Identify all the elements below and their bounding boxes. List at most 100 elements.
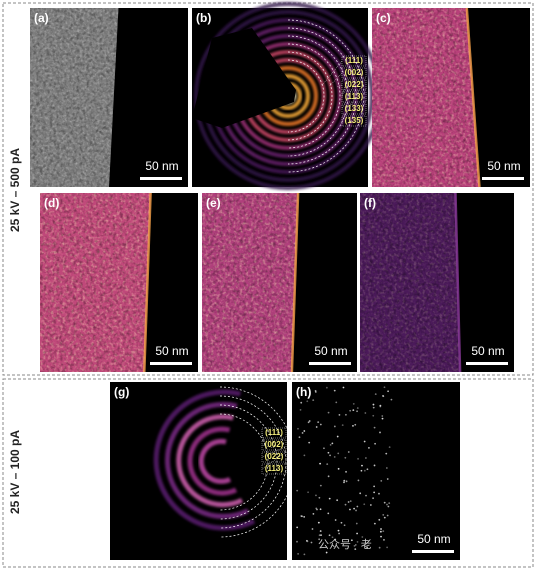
- leader: [322, 60, 343, 86]
- signal-dot: [356, 541, 359, 543]
- side-label: 25 kV – 500 pA: [8, 148, 22, 232]
- edge: [143, 192, 152, 373]
- signal-dot: [379, 530, 382, 533]
- signal-dot: [307, 491, 309, 494]
- ring-label: (113): [345, 92, 364, 101]
- signal-dot: [337, 467, 340, 470]
- diffraction-arc: [153, 389, 256, 531]
- signal-dot: [356, 532, 358, 535]
- signal-dot: [335, 401, 338, 404]
- signal-dot: [372, 403, 375, 406]
- signal-dot: [317, 421, 320, 424]
- signal-dot: [311, 528, 314, 530]
- signal-dot: [319, 508, 322, 511]
- signal-dot: [337, 529, 340, 532]
- diffraction-arc: [165, 401, 250, 519]
- ring-label-box: [341, 115, 367, 127]
- guide-ring: [219, 395, 287, 529]
- signal-dot: [352, 402, 355, 405]
- signal-dot: [379, 405, 382, 408]
- ring-label: (111): [265, 428, 283, 437]
- guide-ring: [219, 404, 278, 520]
- edge: [454, 192, 462, 373]
- signal-dot: [382, 394, 384, 397]
- signal-dot: [357, 479, 360, 482]
- ring-label-box: [341, 79, 367, 91]
- signal-dot: [361, 464, 363, 467]
- signal-dot: [331, 442, 334, 445]
- signal-dot: [325, 386, 328, 389]
- signal-dot: [368, 446, 370, 449]
- guide-ring: [287, 59, 325, 133]
- signal-dot: [365, 494, 367, 497]
- leader: [341, 88, 361, 122]
- leader: [337, 84, 343, 87]
- scale-bar-label: 50 nm: [417, 532, 450, 546]
- signal-dot: [336, 435, 339, 438]
- frame: [2, 2, 534, 376]
- signal-dot: [323, 447, 325, 450]
- signal-dot: [312, 512, 315, 515]
- signal-dot: [347, 501, 350, 503]
- signal-dot: [333, 425, 336, 428]
- signal-dot: [356, 410, 358, 413]
- signal-dot: [345, 413, 347, 416]
- signal-dot: [314, 390, 317, 392]
- guide-ring: [287, 35, 349, 157]
- ring-label: (022): [265, 452, 284, 461]
- signal-dot: [345, 470, 347, 473]
- ring-label-box: [261, 463, 287, 475]
- signal-dot: [383, 538, 385, 541]
- signal-dot: [380, 479, 383, 482]
- guide-ring: [287, 51, 333, 141]
- texture: [30, 8, 119, 187]
- signal-dot: [359, 492, 362, 495]
- signal-dot: [337, 452, 340, 455]
- signal-dot: [343, 524, 346, 527]
- signal-dot: [366, 468, 369, 471]
- signal-dot: [333, 456, 336, 458]
- signal-dot: [349, 500, 352, 503]
- panel-label: (a): [34, 11, 49, 25]
- panel-label: (d): [44, 196, 59, 210]
- leader: [329, 72, 343, 86]
- signal-dot: [350, 539, 353, 542]
- signal-dot: [301, 432, 304, 434]
- signal-dot: [344, 503, 347, 506]
- signal-dot: [328, 497, 331, 500]
- signal-dot: [319, 484, 322, 487]
- signal-dot: [341, 424, 344, 426]
- panel-label: (e): [206, 196, 221, 210]
- signal-dot: [325, 551, 328, 554]
- signal-dot: [372, 497, 374, 500]
- signal-dot: [343, 479, 346, 482]
- signal-dot: [319, 462, 322, 465]
- signal-dot: [328, 534, 331, 537]
- panel-label: (f): [364, 196, 376, 210]
- signal-dot: [373, 464, 376, 467]
- scale-bar: [309, 362, 351, 365]
- panel-label: (g): [114, 385, 129, 399]
- signal-dot: [361, 536, 364, 538]
- signal-dot: [318, 538, 321, 541]
- leader: [261, 444, 275, 449]
- diffraction-arc: [187, 426, 238, 496]
- signal-dot: [296, 540, 298, 543]
- signal-dot: [354, 423, 357, 426]
- signal-dot: [308, 420, 311, 422]
- signal-dot: [378, 518, 381, 521]
- signal-dot: [369, 504, 372, 506]
- guide-ring: [219, 413, 269, 511]
- signal-dot: [315, 507, 318, 510]
- scale-bar: [482, 177, 524, 180]
- side-label: 25 kV – 100 pA: [8, 430, 22, 514]
- signal-dot: [355, 522, 358, 525]
- texture: [202, 193, 299, 372]
- ring-label: (002): [265, 440, 284, 449]
- signal-dot: [360, 469, 363, 472]
- signal-dot: [364, 412, 367, 414]
- signal-dot: [385, 452, 388, 455]
- signal-dot: [327, 512, 330, 515]
- signal-dot: [338, 414, 341, 416]
